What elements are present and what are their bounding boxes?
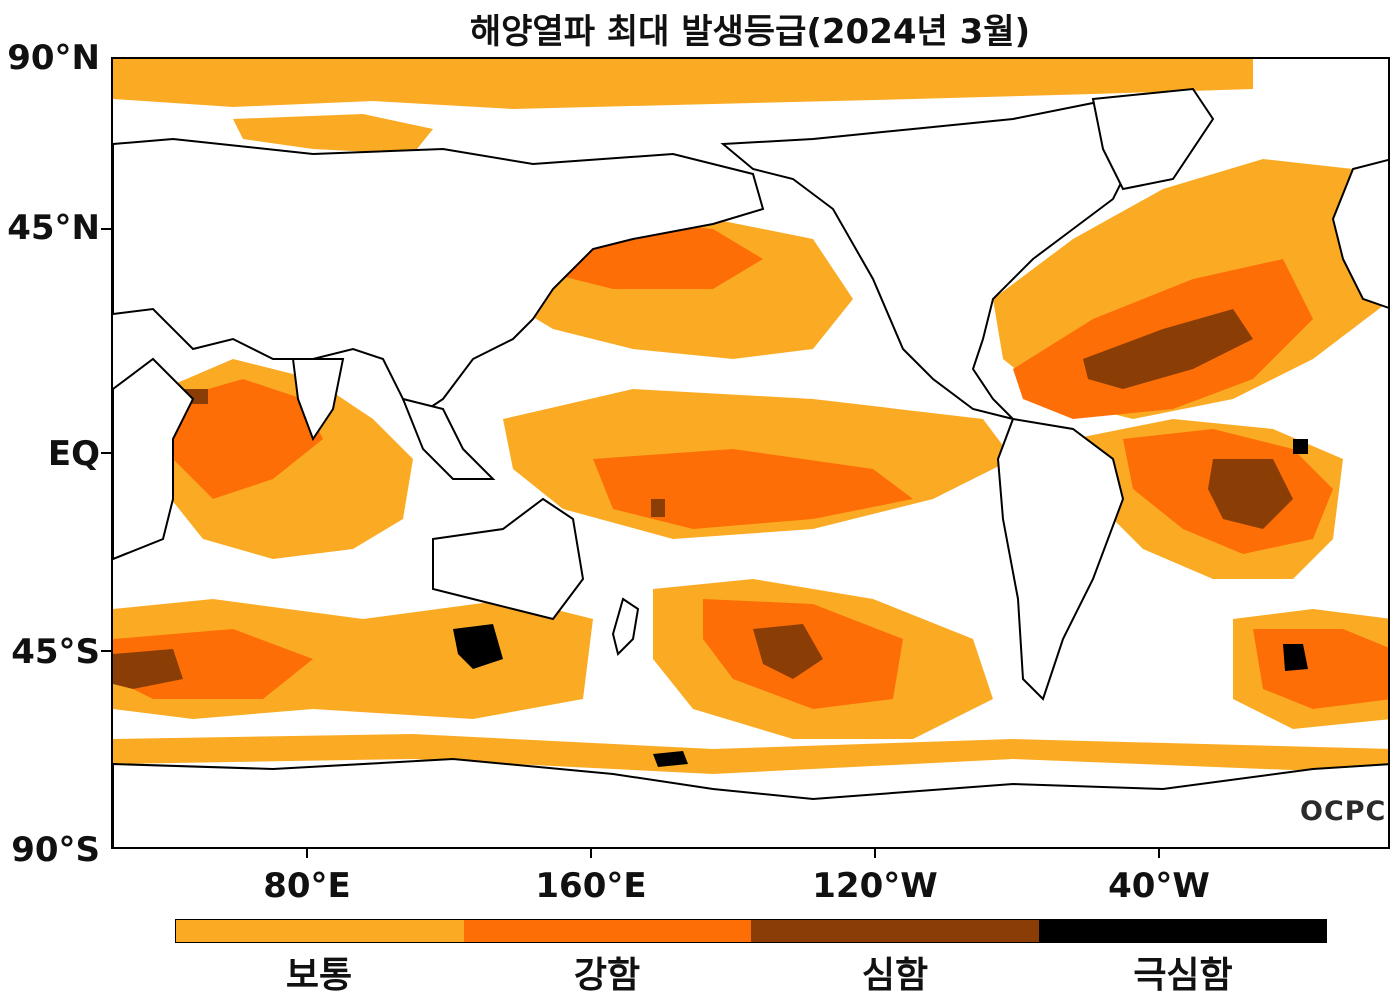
y-label-90n: 90°N xyxy=(7,38,100,78)
land xyxy=(113,87,1388,847)
y-label-90s: 90°S xyxy=(11,830,100,870)
land-southeast-asia xyxy=(401,397,496,480)
legend-swatch-strong xyxy=(463,920,751,942)
region-moderate-southern-ring xyxy=(113,734,1388,774)
x-label-40w: 40°W xyxy=(1108,866,1210,906)
x-label-80e: 80°E xyxy=(263,866,351,906)
land-india xyxy=(291,358,345,442)
legend-colorbar xyxy=(175,919,1327,943)
land-greenland xyxy=(1091,87,1215,191)
x-tick xyxy=(874,849,876,858)
legend-swatch-extreme xyxy=(1038,920,1326,942)
ocpc-logo: OCPC xyxy=(1300,796,1387,827)
x-label-160e: 160°E xyxy=(535,866,647,906)
land-europe xyxy=(1331,158,1388,309)
legend-swatch-severe xyxy=(751,920,1039,942)
y-tick xyxy=(101,228,111,230)
y-label-45n: 45°N xyxy=(7,208,100,248)
x-tick xyxy=(306,849,308,858)
region-severe-eqpacific xyxy=(651,499,665,517)
region-strong-eqpacific xyxy=(593,449,913,529)
region-extreme-sindian xyxy=(453,624,503,669)
legend-label-strong: 강함 xyxy=(573,955,641,996)
land-australia xyxy=(432,497,585,621)
land-north-america xyxy=(720,97,1145,421)
legend-label-moderate: 보통 xyxy=(285,955,353,996)
region-severe-spacific xyxy=(753,624,823,679)
region-severe-sindian xyxy=(113,649,183,689)
region-extreme-southern-ring xyxy=(653,751,688,767)
region-moderate-arctic xyxy=(113,59,1253,109)
legend-label-extreme: 극심함 xyxy=(1133,955,1233,996)
land-africa xyxy=(113,357,195,561)
legend-label-severe: 심함 xyxy=(861,955,929,996)
y-tick xyxy=(101,452,111,454)
y-tick xyxy=(101,650,111,652)
map-panel xyxy=(111,57,1390,849)
x-tick xyxy=(590,849,592,858)
y-label-eq: EQ xyxy=(47,434,100,474)
marine-heatwave-map xyxy=(113,59,1388,847)
region-extreme-satlantic xyxy=(1293,439,1308,454)
region-severe-satlantic xyxy=(1208,459,1293,529)
x-label-120w: 120°W xyxy=(812,866,938,906)
region-strong-indian xyxy=(173,379,323,499)
land-newzealand xyxy=(611,597,640,656)
map-title: 해양열파 최대 발생등급(2024년 3월) xyxy=(469,12,1031,52)
land-south-america xyxy=(996,417,1125,701)
region-severe-natlantic xyxy=(1083,309,1253,389)
region-extreme-southern-east xyxy=(1283,644,1308,671)
x-tick xyxy=(1158,849,1160,858)
land-eurasia xyxy=(113,137,765,421)
region-moderate-arctic-2 xyxy=(233,114,433,154)
land-antarctica xyxy=(113,757,1388,847)
y-label-45s: 45°S xyxy=(11,632,100,672)
legend-swatch-moderate xyxy=(176,920,464,942)
